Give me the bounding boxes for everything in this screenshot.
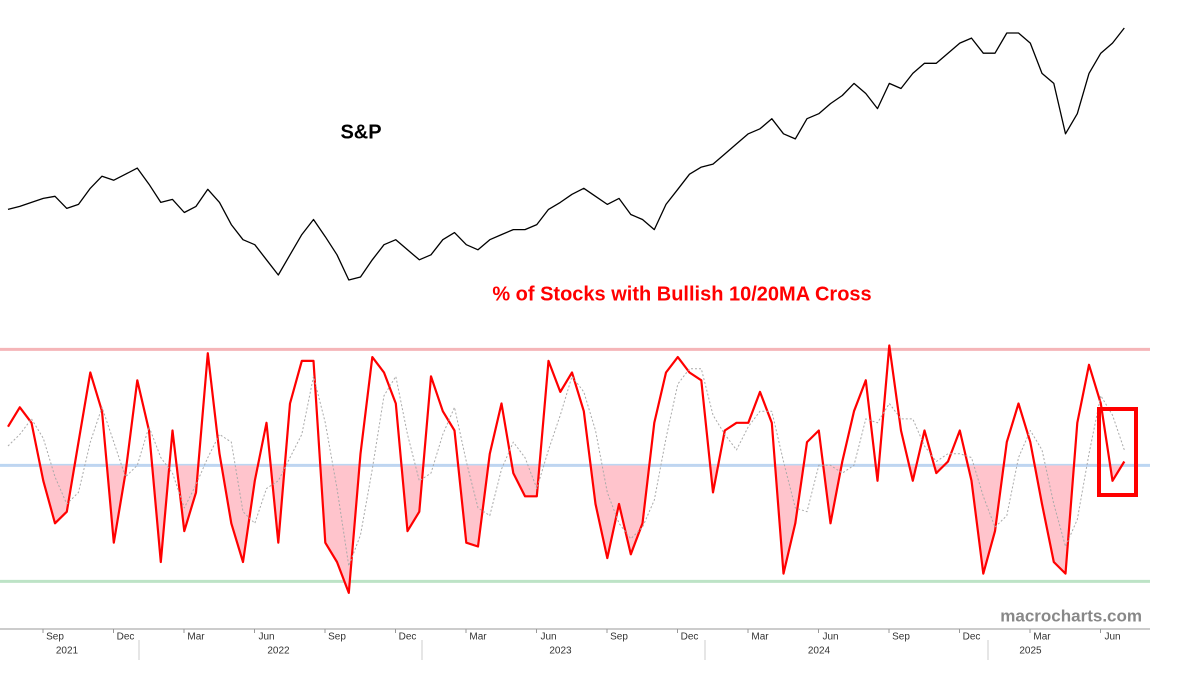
x-tick-label: Dec	[681, 632, 699, 643]
year-label: 2023	[549, 646, 572, 657]
highlight-box	[1097, 407, 1138, 497]
year-label: 2022	[267, 646, 290, 657]
x-tick-label: Jun	[540, 632, 556, 643]
year-label: 2021	[56, 646, 79, 657]
area-below	[8, 465, 1125, 593]
x-tick-label: Dec	[963, 632, 981, 643]
x-tick-label: Sep	[610, 632, 628, 643]
x-tick-label: Dec	[399, 632, 417, 643]
breadth-line	[7, 344, 1126, 594]
x-tick-label: Mar	[751, 632, 769, 643]
x-tick-label: Jun	[1104, 632, 1120, 643]
x-tick-label: Mar	[469, 632, 487, 643]
price-line	[7, 27, 1125, 281]
plot-area: Sep 2021 Dec Mar Jun 2022 Sep Dec Mar Jun 2023 Sep D…	[0, 27, 1150, 657]
x-tick-label: Jun	[822, 632, 838, 643]
price-label: S&P	[340, 121, 381, 143]
x-tick-label: Mar	[1033, 632, 1051, 643]
year-label: 2024	[808, 646, 831, 657]
x-tick-label: Sep	[892, 632, 910, 643]
x-tick-label: Jun	[258, 632, 274, 643]
x-tick-label: Sep	[328, 632, 346, 643]
year-label: 2025	[1019, 646, 1042, 657]
watermark: macrocharts.com	[1000, 606, 1142, 625]
year-separators	[138, 640, 989, 660]
x-tick-label: Mar	[187, 632, 205, 643]
breadth-label: % of Stocks with Bullish 10/20MA Cross	[492, 283, 871, 305]
x-tick-label: Dec	[117, 632, 135, 643]
x-tick-label: Sep	[46, 632, 64, 643]
